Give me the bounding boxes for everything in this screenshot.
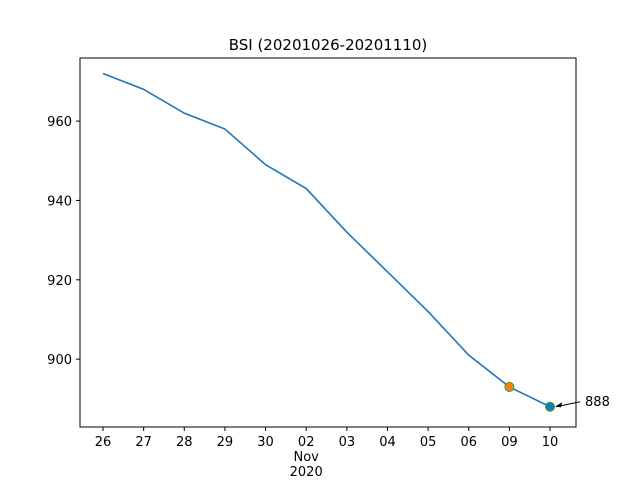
highlight-point xyxy=(545,401,556,412)
x-tick-label: 26 xyxy=(95,435,112,450)
x-tick-label: 02 Nov 2020 xyxy=(290,435,323,480)
series-line xyxy=(102,72,551,408)
x-tick-label: 10 xyxy=(542,435,559,450)
x-tick-label: 30 xyxy=(257,435,274,450)
y-tick-label: 940 xyxy=(47,194,72,209)
x-tick-label: 03 xyxy=(339,435,356,450)
x-tick-label: 09 xyxy=(501,435,518,450)
x-tick-label: 06 xyxy=(460,435,477,450)
highlight-point xyxy=(504,381,515,392)
annotation-label: 888 xyxy=(585,395,610,410)
y-tick-label: 900 xyxy=(47,353,72,368)
x-tick-label: 27 xyxy=(135,435,152,450)
x-tick-label: 04 xyxy=(379,435,396,450)
plot-frame xyxy=(79,57,577,428)
y-tick-label: 920 xyxy=(47,274,72,289)
chart-title: BSI (20201026-20201110) xyxy=(229,36,428,54)
y-tick-label: 960 xyxy=(47,115,72,130)
x-tick-label: 29 xyxy=(217,435,234,450)
x-tick-label: 28 xyxy=(176,435,193,450)
annotation-arrowhead xyxy=(555,402,563,408)
x-tick-label: 05 xyxy=(420,435,437,450)
